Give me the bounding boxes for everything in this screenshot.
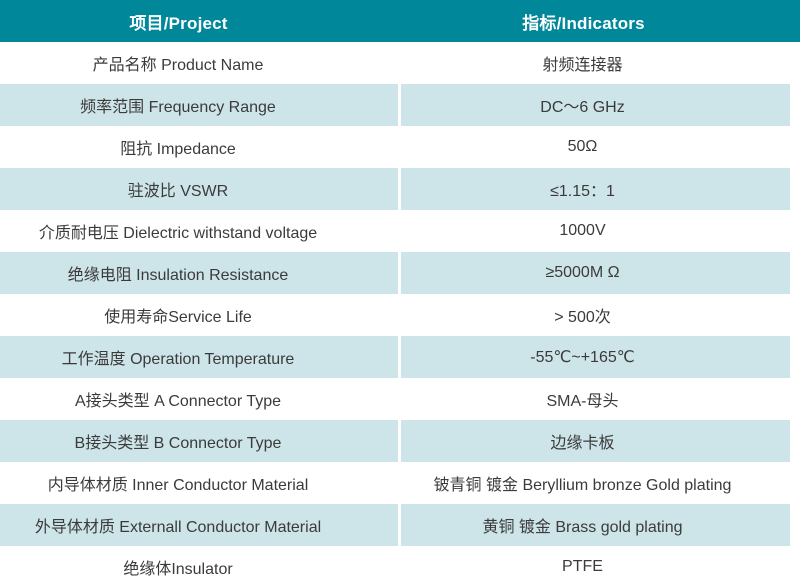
table-row: 工作温度 Operation Temperature -55℃~+165℃ xyxy=(0,336,800,378)
right-margin xyxy=(790,462,800,504)
project-cell: 外导体材质 Externall Conductor Material xyxy=(0,504,398,546)
indicator-cell: 黄铜 镀金 Brass gold plating xyxy=(401,504,790,546)
indicator-cell: 1000V xyxy=(559,222,606,239)
right-margin xyxy=(790,84,800,126)
column-divider xyxy=(398,168,401,210)
column-divider xyxy=(398,378,401,420)
indicator-cell: ≥5000M Ω xyxy=(401,252,790,294)
indicator-cell: 50Ω xyxy=(567,138,598,155)
table-row: 绝缘电阻 Insulation Resistance ≥5000M Ω xyxy=(0,252,800,294)
project-cell: 介质耐电压 Dielectric withstand voltage xyxy=(38,225,318,242)
column-header-indicators: 指标/Indicators xyxy=(522,13,645,33)
right-margin xyxy=(790,420,800,462)
indicator-cell: -55℃~+165℃ xyxy=(401,336,790,378)
project-cell: A接头类型 A Connector Type xyxy=(74,393,282,410)
project-cell: 频率范围 Frequency Range xyxy=(0,84,398,126)
column-divider xyxy=(398,126,401,168)
right-margin xyxy=(790,294,800,336)
indicator-cell: PTFE xyxy=(562,558,603,575)
project-cell: 使用寿命Service Life xyxy=(104,309,252,326)
table-row: 频率范围 Frequency Range DC～6 GHz xyxy=(0,84,800,126)
table-row: 使用寿命Service Life > 500次 xyxy=(0,294,800,336)
indicator-cell: 铍青铜 镀金 Beryllium bronze Gold plating xyxy=(433,477,732,494)
project-cell: 绝缘体Insulator xyxy=(123,561,233,578)
table-row: 介质耐电压 Dielectric withstand voltage 1000V xyxy=(0,210,800,252)
table-row: A接头类型 A Connector Type SMA-母头 xyxy=(0,378,800,420)
column-divider xyxy=(398,462,401,504)
column-divider xyxy=(398,84,401,126)
right-margin xyxy=(790,504,800,546)
right-margin xyxy=(790,168,800,210)
table-row: 绝缘体Insulator PTFE xyxy=(0,546,800,588)
right-margin xyxy=(790,126,800,168)
project-cell: 产品名称 Product Name xyxy=(92,57,264,74)
indicator-cell: SMA-母头 xyxy=(546,393,619,410)
project-cell: 工作温度 Operation Temperature xyxy=(0,336,398,378)
project-cell: 驻波比 VSWR xyxy=(0,168,398,210)
right-margin xyxy=(790,546,800,588)
column-divider xyxy=(398,42,401,84)
indicator-cell: 边缘卡板 xyxy=(401,420,790,462)
column-divider xyxy=(398,294,401,336)
project-cell: 内导体材质 Inner Conductor Material xyxy=(47,477,309,494)
right-margin xyxy=(790,336,800,378)
table-row: 阻抗 Impedance 50Ω xyxy=(0,126,800,168)
right-margin xyxy=(790,378,800,420)
table-row: 产品名称 Product Name 射频连接器 xyxy=(0,42,800,84)
indicator-cell: DC～6 GHz xyxy=(401,84,790,126)
column-divider xyxy=(398,210,401,252)
indicator-cell: ≤1.15：1 xyxy=(401,168,790,210)
table-row: 内导体材质 Inner Conductor Material 铍青铜 镀金 Be… xyxy=(0,462,800,504)
column-divider xyxy=(398,504,401,546)
column-header-project: 项目/Project xyxy=(129,13,228,33)
table-row: 外导体材质 Externall Conductor Material 黄铜 镀金… xyxy=(0,504,800,546)
column-divider xyxy=(398,336,401,378)
table-row: B接头类型 B Connector Type 边缘卡板 xyxy=(0,420,800,462)
right-margin xyxy=(790,210,800,252)
right-margin xyxy=(790,252,800,294)
project-cell: 绝缘电阻 Insulation Resistance xyxy=(0,252,398,294)
project-cell: B接头类型 B Connector Type xyxy=(0,420,398,462)
column-divider xyxy=(398,546,401,588)
indicator-cell: > 500次 xyxy=(554,309,611,326)
right-margin xyxy=(790,42,800,84)
column-divider xyxy=(398,420,401,462)
table-header-row: 项目/Project 指标/Indicators xyxy=(0,0,800,42)
column-divider xyxy=(398,252,401,294)
table-row: 驻波比 VSWR ≤1.15：1 xyxy=(0,168,800,210)
project-cell: 阻抗 Impedance xyxy=(120,141,236,158)
indicator-cell: 射频连接器 xyxy=(542,57,623,74)
